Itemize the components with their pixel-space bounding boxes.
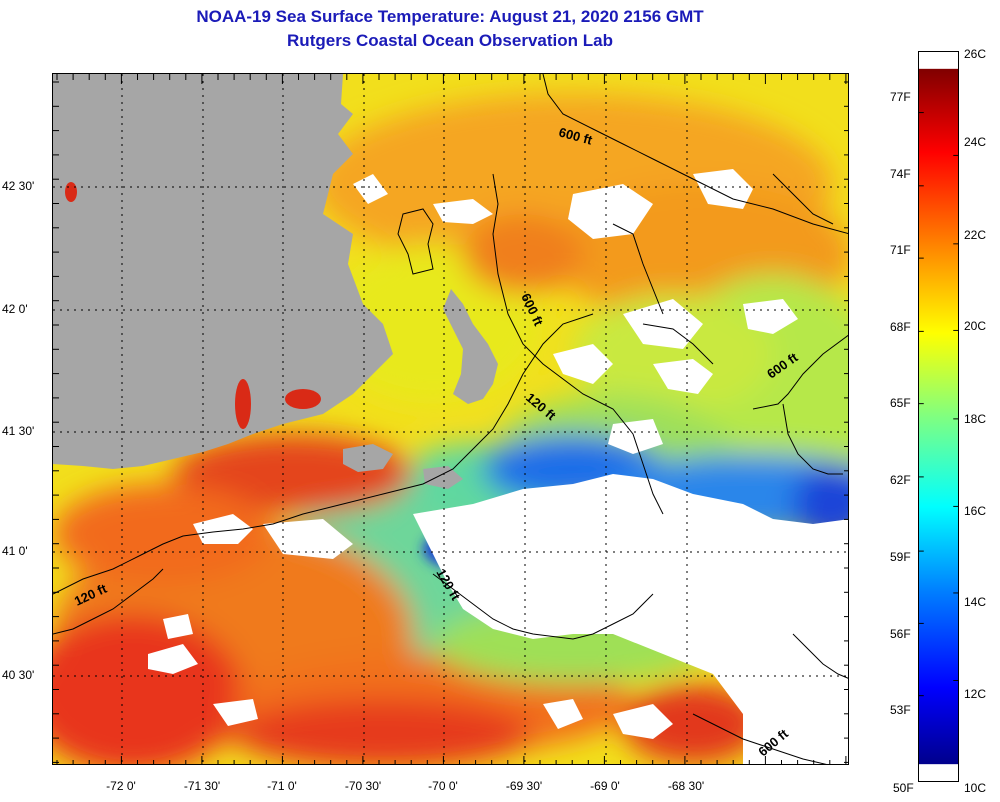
colorbar-label-50f: 50F	[893, 781, 914, 795]
colorbar-label-62f: 62F	[890, 473, 911, 487]
lon-label-69-30: -69 30'	[505, 779, 543, 793]
colorbar-ticks	[919, 112, 958, 697]
colorbar-label-56f: 56F	[890, 627, 911, 641]
sst-map[interactable]: 600 ft 600 ft 600 ft 120 ft 120 ft 120 f…	[52, 73, 849, 765]
colorbar-label-74f: 74F	[890, 167, 911, 181]
colorbar-label-68f: 68F	[890, 320, 911, 334]
temperature-colorbar	[918, 51, 959, 782]
cloud-cover	[148, 169, 848, 764]
colorbar-label-10c: 10C	[964, 781, 987, 795]
colorbar-label-16c: 16C	[964, 504, 987, 518]
lon-label-68-30: -68 30'	[667, 779, 705, 793]
colorbar-label-53f: 53F	[890, 703, 911, 717]
chart-title: NOAA-19 Sea Surface Temperature: August …	[196, 7, 704, 26]
frame-ticks	[53, 74, 848, 764]
colorbar-label-77f: 77F	[890, 90, 911, 104]
colorbar-label-71f: 71F	[890, 243, 911, 257]
colorbar-label-22c: 22C	[964, 228, 987, 242]
colorbar-label-65f: 65F	[890, 396, 911, 410]
lon-label-71-0: -71 0'	[267, 779, 297, 793]
chart-subtitle: Rutgers Coastal Ocean Observation Lab	[287, 31, 613, 50]
lon-label-70-30: -70 30'	[344, 779, 382, 793]
colorbar-label-26c: 26C	[964, 47, 987, 61]
lon-label-69-0: -69 0'	[590, 779, 620, 793]
bathymetry-contours	[53, 74, 848, 764]
lat-label-41-30: 41 30'	[2, 424, 35, 438]
lat-label-41-0: 41 0'	[2, 544, 28, 558]
colorbar-label-12c: 12C	[964, 687, 987, 701]
colorbar-label-24c: 24C	[964, 135, 987, 149]
lon-label-70-0: -70 0'	[428, 779, 458, 793]
colorbar-gradient	[919, 68, 958, 765]
lat-label-40-30: 40 30'	[2, 668, 35, 682]
colorbar-label-20c: 20C	[964, 319, 987, 333]
colorbar-label-59f: 59F	[890, 550, 911, 564]
lon-label-71-30: -71 30'	[183, 779, 221, 793]
sst-map-canvas: 600 ft 600 ft 600 ft 120 ft 120 ft 120 f…	[53, 74, 848, 764]
lat-label-42-30: 42 30'	[2, 179, 35, 193]
lon-label-72-0: -72 0'	[106, 779, 136, 793]
lat-label-42-0: 42 0'	[2, 302, 28, 316]
colorbar-label-18c: 18C	[964, 412, 987, 426]
colorbar-label-14c: 14C	[964, 595, 987, 609]
